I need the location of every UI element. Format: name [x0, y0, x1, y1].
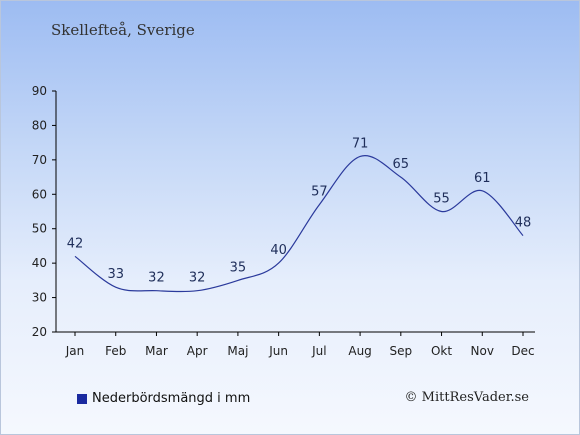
x-tick-label: Nov	[471, 344, 494, 358]
series-line	[74, 154, 524, 293]
y-tick-label: 80	[32, 118, 47, 132]
y-tick-label: 20	[32, 325, 47, 339]
x-tick-label: Aug	[348, 344, 371, 358]
y-tick-label: 40	[32, 256, 47, 270]
chart-title: Skellefteå, Sverige	[51, 21, 195, 39]
x-tick-label: Mar	[145, 344, 168, 358]
x-tick-label: Maj	[227, 344, 248, 358]
data-label: 42	[67, 236, 84, 251]
legend-swatch	[77, 393, 87, 404]
x-tick-label: Jan	[65, 344, 85, 358]
data-label: 40	[270, 243, 287, 258]
data-label: 32	[148, 271, 165, 286]
data-label: 35	[230, 260, 247, 275]
y-tick-label: 30	[32, 291, 47, 305]
x-tick-label: Dec	[511, 344, 534, 358]
data-label: 33	[107, 267, 124, 282]
x-tick-label: Apr	[187, 344, 208, 358]
y-tick-label: 60	[32, 187, 47, 201]
x-tick-label: Sep	[390, 344, 413, 358]
data-label: 55	[433, 192, 450, 207]
y-tick-label: 70	[32, 153, 47, 167]
y-tick-label: 90	[32, 84, 47, 98]
data-label: 32	[189, 271, 206, 286]
legend-label: Nederbördsmängd i mm	[92, 391, 251, 406]
data-label: 57	[311, 185, 328, 200]
x-tick-label: Okt	[431, 344, 452, 358]
data-label: 65	[393, 157, 410, 172]
copyright-text: © MittResVader.se	[404, 390, 529, 405]
y-tick-label: 50	[32, 222, 47, 236]
data-label: 48	[515, 216, 532, 231]
data-label: 61	[474, 171, 491, 186]
x-tick-label: Feb	[105, 344, 126, 358]
x-tick-label: Jun	[268, 344, 288, 358]
x-tick-label: Jul	[311, 344, 326, 358]
legend: Nederbördsmängd i mm	[77, 391, 250, 406]
data-label: 71	[352, 136, 369, 151]
